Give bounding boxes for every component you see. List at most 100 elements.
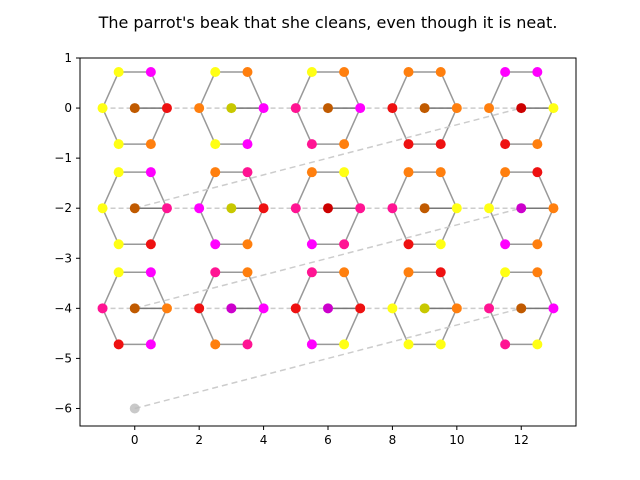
center-point (419, 203, 430, 214)
x-tick-label: 8 (389, 433, 397, 447)
x-tick-label: 10 (449, 433, 464, 447)
atom-point (242, 267, 253, 278)
center-point (323, 303, 333, 314)
y-tick-label: −4 (54, 301, 72, 315)
atom-point (339, 167, 350, 178)
atom-point (306, 167, 317, 178)
atom-point (387, 203, 398, 214)
atom-point (484, 203, 495, 214)
atom-point (242, 67, 253, 78)
atom-point (306, 67, 317, 78)
y-tick-label: 0 (64, 101, 72, 115)
atom-point (161, 203, 172, 214)
atom-point (145, 239, 156, 250)
atom-point (500, 239, 511, 250)
atom-point (290, 203, 301, 214)
atom-point (210, 267, 221, 278)
atom-point (500, 339, 511, 350)
y-tick-label: −5 (54, 351, 72, 365)
chain-line (134, 207, 522, 310)
atom-point (161, 103, 172, 114)
atom-point (532, 339, 543, 350)
atom-point (306, 239, 317, 250)
atom-point (532, 167, 543, 178)
center-point (516, 303, 527, 314)
atom-point (355, 203, 366, 214)
atom-point (242, 239, 253, 250)
atom-point (435, 167, 446, 178)
atom-point (548, 103, 559, 114)
atom-point (339, 267, 350, 278)
plot-layer (97, 67, 559, 414)
atom-point (210, 339, 221, 350)
center-point (226, 303, 237, 314)
x-tick-label: 4 (260, 433, 268, 447)
atom-point (500, 167, 511, 178)
atom-point (161, 303, 172, 314)
atom-point (403, 339, 414, 350)
atom-point (210, 67, 221, 78)
atom-point (532, 267, 543, 278)
atom-point (145, 139, 156, 150)
atom-point (210, 139, 221, 150)
atom-point (355, 103, 366, 114)
atom-point (451, 303, 462, 314)
y-tick-label: −6 (54, 401, 72, 415)
atom-point (387, 303, 398, 314)
center-point (323, 203, 333, 214)
chart-title: The parrot's beak that she cleans, even … (98, 13, 558, 32)
atom-point (435, 67, 446, 78)
atom-point (500, 139, 511, 150)
atom-point (435, 267, 446, 278)
center-point (323, 103, 333, 114)
atom-point (484, 103, 495, 114)
atom-point (242, 339, 253, 350)
atom-point (532, 67, 543, 78)
atom-point (145, 339, 156, 350)
center-point (226, 103, 237, 114)
atom-point (194, 103, 205, 114)
center-point (226, 203, 237, 214)
center-point (419, 103, 430, 114)
center-point (516, 203, 527, 214)
atom-point (194, 303, 205, 314)
atom-point (113, 139, 124, 150)
center-point (419, 303, 430, 314)
atom-point (403, 239, 414, 250)
atom-point (403, 67, 414, 78)
atom-point (290, 103, 301, 114)
atom-point (435, 239, 446, 250)
atom-point (113, 67, 124, 78)
atom-point (290, 303, 301, 314)
x-tick-label: 12 (514, 433, 529, 447)
atom-point (339, 239, 350, 250)
atom-point (145, 267, 156, 278)
atom-point (306, 267, 317, 278)
center-point (129, 103, 140, 114)
atom-point (210, 239, 221, 250)
atom-point (339, 139, 350, 150)
atom-point (194, 203, 205, 214)
x-tick-label: 6 (324, 433, 332, 447)
atom-point (113, 239, 124, 250)
chain-line (134, 307, 522, 410)
atom-point (451, 203, 462, 214)
atom-point (242, 139, 253, 150)
atom-point (451, 103, 462, 114)
x-tick-label: 2 (195, 433, 203, 447)
atom-point (532, 239, 543, 250)
atom-point (403, 167, 414, 178)
atom-point (339, 67, 350, 78)
atom-point (435, 339, 446, 350)
atom-point (387, 103, 398, 114)
center-bonds-group (134, 107, 554, 310)
atom-point (145, 67, 156, 78)
atom-point (306, 339, 317, 350)
atom-point (97, 203, 108, 214)
atom-point (97, 103, 108, 114)
y-tick-label: −1 (54, 151, 72, 165)
